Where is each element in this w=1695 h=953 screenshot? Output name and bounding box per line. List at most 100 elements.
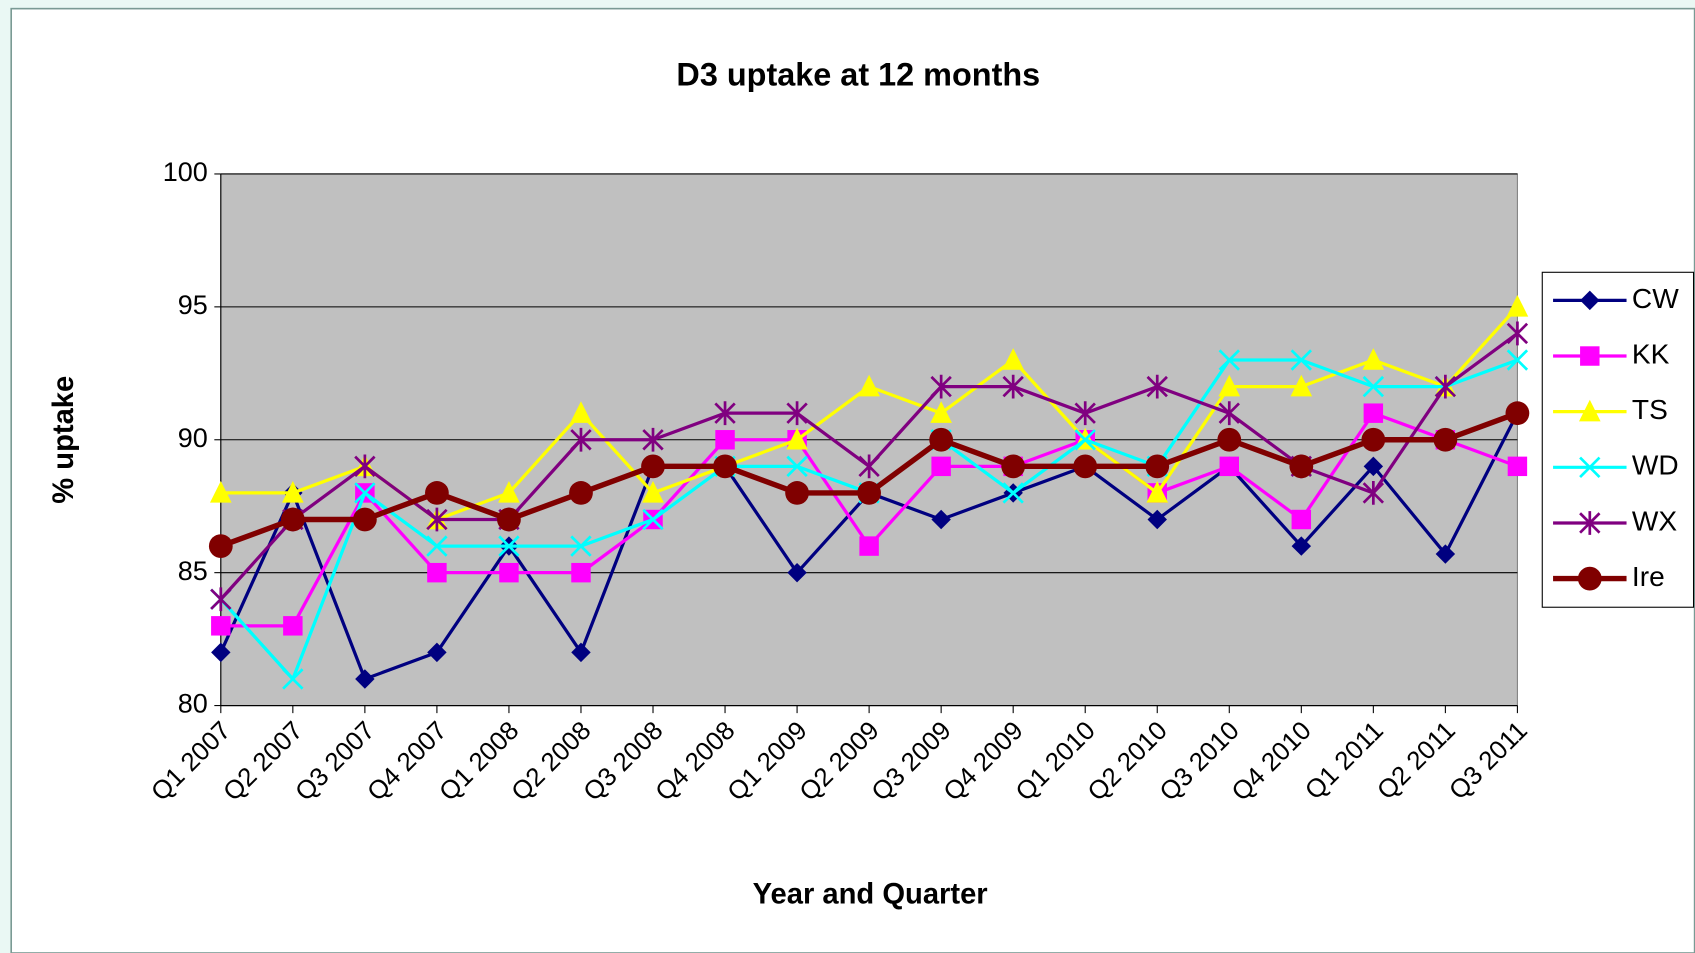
marker	[1362, 375, 1385, 398]
marker	[642, 508, 664, 531]
marker	[1435, 544, 1456, 564]
legend	[1541, 271, 1695, 608]
marker	[641, 454, 665, 479]
chart-title: D3 uptake at 12 months	[676, 56, 1040, 92]
marker	[1362, 348, 1385, 370]
marker	[1434, 374, 1457, 399]
marker	[931, 456, 951, 477]
legend-label: KK	[1632, 338, 1670, 369]
y-axis-label: % uptake	[48, 376, 80, 504]
marker	[1074, 401, 1096, 426]
marker	[283, 616, 303, 636]
marker	[1145, 454, 1170, 479]
marker	[570, 401, 592, 423]
marker	[569, 481, 593, 505]
marker	[425, 481, 449, 505]
marker	[1433, 427, 1458, 452]
marker	[1290, 349, 1312, 371]
marker	[1579, 456, 1601, 478]
marker	[210, 587, 232, 612]
marker	[497, 507, 521, 532]
marker	[1291, 509, 1312, 530]
marker	[787, 562, 807, 583]
marker	[208, 534, 233, 558]
marker	[282, 481, 304, 503]
marker	[354, 454, 376, 479]
legend-label: TS	[1632, 394, 1668, 425]
marker	[354, 482, 376, 504]
marker	[1218, 374, 1241, 397]
marker	[1578, 399, 1601, 422]
marker	[1505, 401, 1530, 426]
marker	[427, 642, 447, 663]
marker	[498, 481, 520, 503]
marker	[714, 401, 736, 426]
marker	[929, 427, 954, 452]
marker	[210, 481, 232, 503]
marker	[931, 509, 951, 530]
marker	[426, 535, 448, 557]
marker	[857, 481, 881, 505]
marker	[1580, 346, 1600, 366]
marker	[1074, 429, 1096, 451]
marker	[786, 455, 808, 478]
y-tick-label: 80	[178, 689, 208, 719]
marker	[1001, 454, 1026, 479]
marker	[570, 535, 592, 557]
legend-label: Ire	[1632, 561, 1665, 592]
marker	[1289, 454, 1314, 479]
marker	[715, 430, 735, 450]
y-tick-label: 85	[178, 556, 208, 586]
marker	[355, 669, 375, 689]
marker	[1217, 427, 1242, 452]
marker	[786, 427, 808, 450]
legend-label: CW	[1632, 283, 1679, 314]
marker	[211, 642, 231, 663]
marker	[499, 562, 519, 583]
marker	[1577, 566, 1602, 591]
marker	[498, 535, 520, 557]
legend-label: WD	[1632, 450, 1679, 481]
marker	[1507, 456, 1528, 477]
marker	[785, 481, 809, 505]
marker	[1146, 374, 1168, 399]
marker	[1290, 374, 1313, 397]
marker	[1361, 427, 1386, 452]
marker	[571, 562, 591, 583]
y-tick-label: 100	[163, 157, 208, 187]
marker	[570, 427, 592, 452]
marker	[1002, 482, 1024, 504]
marker	[642, 427, 664, 452]
y-tick-label: 90	[178, 423, 208, 453]
marker	[1002, 348, 1024, 370]
marker	[211, 616, 231, 636]
marker	[571, 642, 591, 663]
marker	[1506, 294, 1529, 317]
marker	[859, 536, 879, 556]
marker	[1146, 481, 1169, 503]
marker	[713, 454, 737, 479]
marker	[426, 507, 448, 532]
marker	[642, 481, 664, 503]
marker	[1506, 321, 1529, 346]
marker	[930, 401, 952, 423]
marker	[1218, 349, 1240, 371]
marker	[1219, 456, 1240, 477]
marker	[1506, 349, 1529, 371]
marker	[1363, 403, 1384, 423]
marker	[280, 507, 305, 532]
marker	[282, 668, 304, 690]
marker	[930, 374, 952, 399]
marker	[1218, 401, 1240, 426]
marker	[786, 401, 808, 426]
y-tick-label: 95	[178, 290, 208, 320]
marker	[1002, 374, 1024, 399]
marker	[1362, 481, 1385, 505]
marker	[352, 507, 377, 532]
marker	[427, 562, 447, 583]
x-axis-label: Year and Quarter	[753, 878, 988, 910]
marker	[1073, 454, 1098, 479]
marker	[858, 374, 880, 397]
marker	[858, 454, 880, 479]
